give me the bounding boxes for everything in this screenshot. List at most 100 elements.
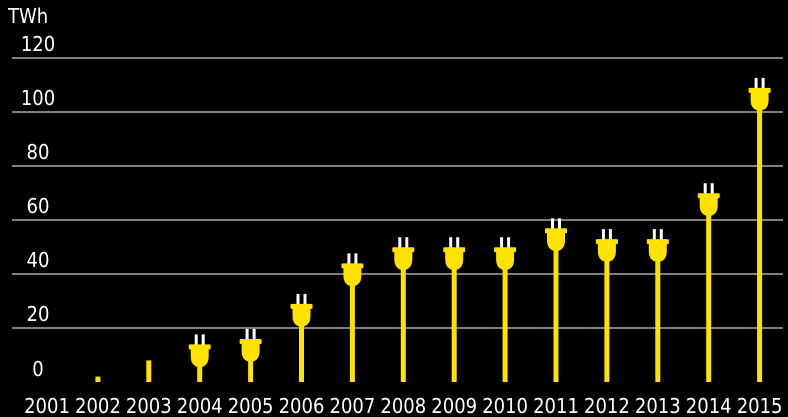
plug-icon [748,77,771,111]
plug-cap [545,228,567,234]
plug-prong-left [449,237,453,249]
plug-cap [748,87,771,93]
bar-2013 [655,255,661,382]
plug-prong-left [347,253,351,265]
plug-cap [188,344,211,350]
plug-body [648,243,667,263]
bar-2002 [95,376,101,382]
plug-prong-right [710,183,714,195]
plug-cap [697,193,720,199]
plug-body [190,348,209,368]
bar-2006 [299,319,304,382]
plug-body [597,243,616,263]
plug-icon [494,237,517,271]
grid-lines [12,57,783,329]
y-tick-label: 20 [27,302,50,326]
plug-prong-left [652,229,656,241]
plug-prong-left [245,329,249,340]
plug-prong-right [456,237,460,249]
x-tick-label: 2009 [431,394,477,417]
bar-2015 [757,103,763,383]
plug-prong-right [558,218,561,230]
plug-prong-right [252,329,256,340]
x-tick-label: 2015 [737,394,783,417]
plug-cap [290,303,313,309]
plug-cap [392,247,415,253]
plug-icon [545,218,567,252]
plug-prong-right [354,253,358,265]
plug-body [394,251,413,271]
bar-2004 [197,360,203,382]
bar-2009 [451,263,457,382]
bar-2007 [349,279,355,382]
y-tick-label: 100 [21,86,55,110]
plug-prong-right [608,229,612,241]
x-tick-label: 2006 [279,394,325,417]
plug-icon [697,183,720,217]
plug-cap [595,239,618,245]
bars [95,77,771,383]
plug-body [750,91,769,111]
bar-2003 [146,360,152,382]
x-tick-label: 2007 [330,394,376,417]
plug-cap [239,339,262,344]
plug-icon [392,237,415,271]
x-axis: 2001 2002 2003 2004 2005 2006 2007 2008 2009 2010… [24,394,782,417]
bar-2005 [248,355,254,382]
x-tick-label: 2005 [228,394,274,417]
plug-body [241,343,260,362]
plug-prong-left [754,77,758,89]
y-tick-label: 80 [27,140,50,164]
x-tick-label: 2011 [533,394,579,417]
plug-body [343,267,362,287]
x-tick-label: 2014 [686,394,732,417]
plug-prong-right [405,237,409,249]
y-tick-label: 60 [27,194,50,218]
bar-2014 [706,209,712,382]
plug-body [699,197,718,217]
plug-body [547,232,565,252]
plug-icon [341,253,364,287]
plug-prong-left [703,183,707,195]
x-tick-label: 2008 [380,394,426,417]
plug-prong-left [551,218,554,230]
plug-body [445,251,464,271]
plug-prong-right [761,77,765,89]
plug-body [496,251,515,271]
x-tick-label: 2012 [584,394,630,417]
plug-icon [646,229,669,263]
plug-prong-left [398,237,402,249]
y-tick-label: 40 [27,248,50,272]
plug-cap [646,239,669,245]
plug-prong-left [500,237,504,249]
x-tick-label: 2002 [75,394,121,417]
x-tick-label: 2004 [177,394,223,417]
plug-icon [188,334,211,368]
x-tick-label: 2001 [24,394,70,417]
y-axis-unit-label: TWh [7,4,48,28]
plug-prong-right [303,293,307,305]
plug-prong-left [601,229,605,241]
x-tick-label: 2003 [126,394,172,417]
x-tick-label: 2010 [482,394,528,417]
plug-prong-right [659,229,663,241]
y-tick-label: 120 [21,32,55,56]
plug-icon [595,229,618,263]
plug-body [292,307,311,327]
bar-2012 [604,255,610,382]
plug-cap [443,247,466,253]
bar-2008 [400,263,406,382]
bar-2011 [553,244,559,382]
plug-prong-right [507,237,511,249]
plug-icon [239,329,262,362]
plug-cap [494,247,517,253]
plug-prong-right [201,334,205,346]
x-tick-label: 2013 [635,394,681,417]
bar-2010 [502,263,508,382]
plug-cap [341,263,364,269]
plug-prong-left [194,334,198,346]
y-axis: TWh 0 20 40 60 80 100 120 [7,4,55,381]
plug-icon [443,237,466,271]
plug-prong-left [296,293,300,305]
